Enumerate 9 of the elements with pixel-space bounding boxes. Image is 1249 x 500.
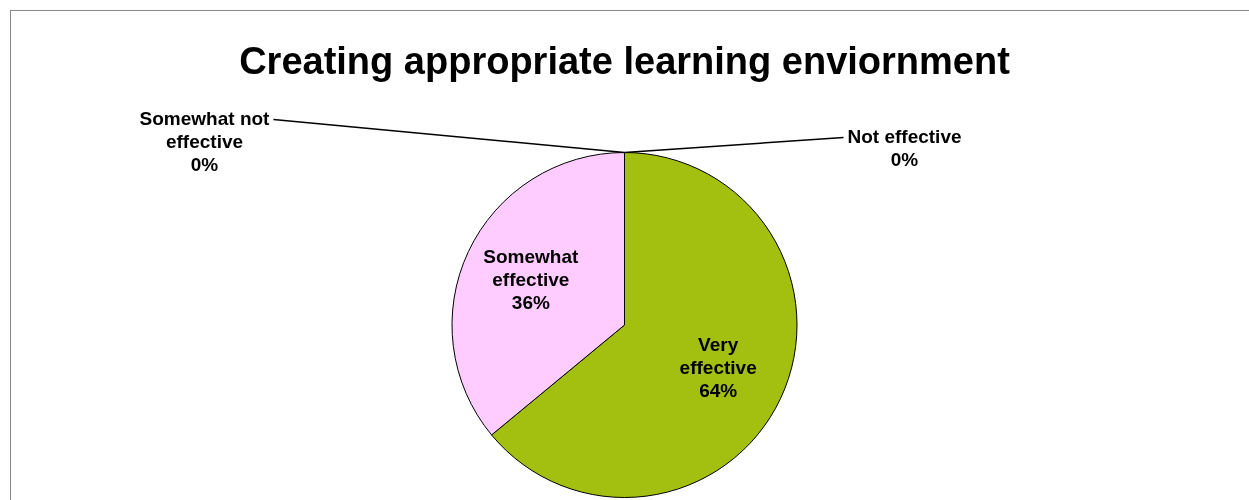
text: 0% [890,148,919,170]
text: 0% [190,153,219,175]
category-label: Not effective [847,125,962,147]
chart-title: Creating appropriate learning enviornment [238,40,1011,83]
category-label: Somewhat not effective [139,107,270,152]
slice-label: Somewhat effective [483,246,580,291]
data-label: 64% [699,380,738,402]
data-label: 36% [511,292,550,314]
slice-label: Very effective [679,334,757,379]
